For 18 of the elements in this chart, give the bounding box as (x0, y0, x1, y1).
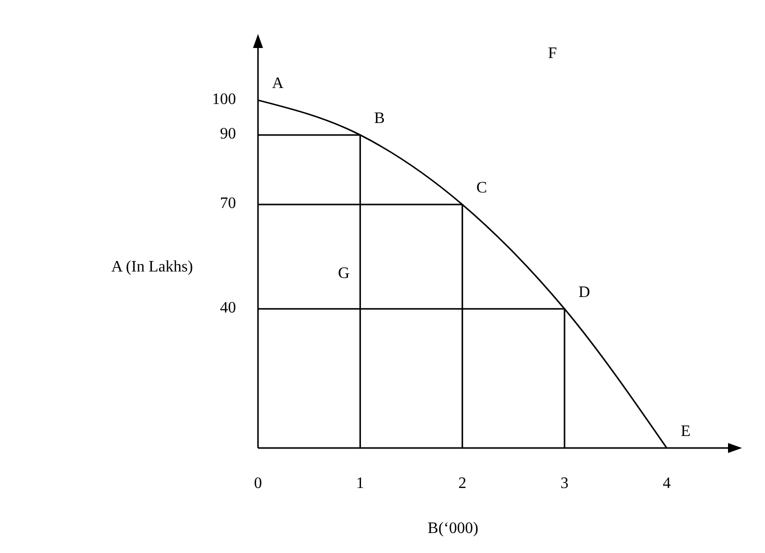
annotation: D (578, 284, 590, 301)
annotation: G (338, 265, 350, 282)
y-tick-label: 90 (220, 126, 236, 143)
x-tick-label: 1 (356, 475, 364, 492)
x-tick-label: 2 (458, 475, 466, 492)
annotation: A (272, 75, 284, 92)
annotation: B (374, 110, 385, 127)
y-tick-label: 100 (212, 90, 236, 108)
annotation: C (476, 180, 488, 197)
annotation: F (548, 45, 557, 62)
x-axis-title: B(‘000) (428, 520, 478, 537)
x-tick-label: 4 (662, 475, 671, 492)
y-tick-label: 70 (220, 195, 236, 212)
x-tick-label: 0 (254, 475, 262, 492)
annotation: E (680, 423, 690, 440)
x-tick-label: 3 (560, 475, 569, 492)
y-tick-label: 40 (220, 300, 236, 317)
y-axis-title: A (In Lakhs) (111, 258, 193, 276)
